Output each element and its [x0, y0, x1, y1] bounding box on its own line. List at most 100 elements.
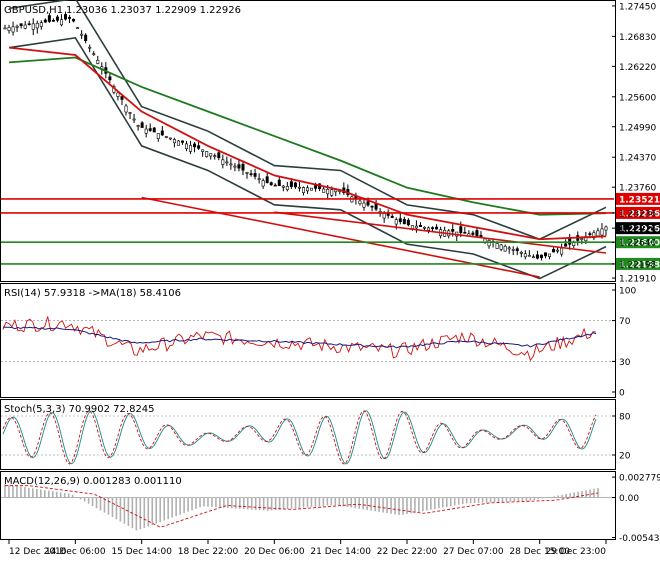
y-axis-tick-label: 1.26830 [619, 33, 656, 43]
price-candle-body [55, 16, 59, 21]
price-candle-body [11, 26, 15, 33]
x-axis-tick-label: 20 Dec 06:00 [244, 547, 305, 557]
price-candle-body [176, 140, 180, 146]
price-candle-body [273, 184, 277, 187]
price-candle-body [148, 128, 152, 131]
x-axis-tick-label: 15 Dec 14:00 [111, 547, 172, 557]
price-candle-body [120, 96, 124, 100]
price-candle-body [427, 227, 431, 231]
price-candle-body [277, 179, 281, 187]
price-candle-body [334, 189, 338, 193]
price-candle-body [124, 105, 128, 113]
price-candle-body [366, 201, 370, 206]
y-axis-tick-label: 1.25600 [619, 93, 656, 103]
price-candle-body [410, 225, 414, 229]
price-candle-body [136, 125, 140, 127]
price-candle-body [507, 247, 511, 250]
price-candle-body [475, 230, 479, 237]
y-axis-tick-label: 30 [619, 358, 631, 368]
price-candle-body [233, 165, 237, 168]
x-axis-tick-label: 18 Dec 22:00 [178, 547, 239, 557]
price-candle-body [19, 23, 23, 26]
macd-panel [1, 484, 614, 531]
price-level-label: 1.23236 [619, 209, 660, 219]
stoch-main-line [2, 410, 597, 465]
price-panel: 1.23521 1.23236 1.22926 1.22640 1.22198 [1, 0, 660, 280]
price-candle-body [225, 161, 229, 164]
price-candle-body [76, 27, 80, 29]
stoch-signal-line [2, 410, 597, 465]
price-candle-body [92, 53, 96, 56]
y-axis-tick-label: 1.23760 [619, 184, 656, 194]
price-candle-body [116, 92, 120, 97]
price-level-label: 1.22198 [619, 260, 660, 270]
price-candle-body [84, 34, 88, 41]
price-candle-body [193, 143, 197, 148]
price-candle-body [269, 182, 273, 186]
macd-title: MACD(12,26,9) 0.001283 0.001110 [4, 476, 182, 487]
price-candle-body [265, 176, 269, 183]
price-candle-body [511, 249, 515, 251]
price-candle-body [156, 133, 160, 139]
y-axis-tick-label: 20 [619, 452, 631, 462]
axes: 1.27450 1.26830 1.26220 1.25600 1.24990 1.243… [8, 2, 660, 557]
price-panel-frame [0, 0, 616, 282]
price-candle-body [552, 248, 556, 253]
price-level-tag [616, 192, 660, 205]
rsi-ma-line [2, 326, 597, 349]
price-candle-body [503, 246, 507, 252]
price-level-tag [616, 222, 660, 235]
price-level-label: 1.22640 [619, 239, 660, 249]
price-candle-body [64, 14, 68, 20]
price-candle-body [596, 230, 600, 237]
y-axis-tick-label: 80 [619, 413, 631, 423]
price-candle-body [237, 164, 241, 169]
price-candle-body [152, 127, 156, 133]
macd-signal-line [5, 485, 599, 528]
price-candle-body [556, 249, 560, 252]
price-candle-body [564, 243, 568, 247]
price-candle-body [588, 233, 592, 235]
price-candle-body [406, 219, 410, 226]
price-candle-body [431, 227, 435, 229]
price-candle-body [459, 226, 463, 233]
price-candle-body [322, 188, 326, 193]
price-candle-body [451, 229, 455, 232]
price-band-line [8, 0, 607, 241]
price-candle-body [326, 188, 330, 195]
price-candle-body [519, 252, 523, 254]
price-candle-body [7, 27, 11, 31]
price-candle-body [358, 200, 362, 205]
price-candle-body [604, 226, 608, 231]
price-candle-body [189, 145, 193, 152]
stoch-panel-frame [0, 399, 616, 470]
rsi-line [2, 316, 597, 362]
price-candle-body [140, 122, 144, 128]
rsi-panel [1, 316, 614, 362]
price-level-label: 1.22926 [619, 225, 660, 235]
price-candle-body [205, 151, 209, 157]
price-candle-body [51, 20, 55, 22]
price-candle-body [394, 219, 398, 225]
rsi-title: RSI(14) 57.9318 ->MA(18) 58.4106 [4, 288, 181, 299]
price-candle-body [80, 33, 84, 36]
price-candle-body [382, 213, 386, 219]
price-candle-body [418, 224, 422, 227]
price-candle-body [330, 189, 334, 196]
price-candle-body [301, 187, 305, 193]
y-axis-tick-label: 1.22198 [619, 260, 656, 270]
x-axis-tick-label: 22 Dec 22:00 [377, 547, 438, 557]
macd-panel-frame [0, 471, 616, 540]
price-candle-body [495, 243, 499, 249]
price-candle-body [15, 25, 19, 28]
price-candle-body [108, 76, 112, 81]
price-candle-body [47, 15, 51, 22]
price-level-tag [616, 257, 660, 270]
price-candle-body [23, 24, 27, 29]
price-candle-body [306, 187, 310, 192]
x-axis-tick-label: 14 Dec 06:00 [45, 547, 106, 557]
price-candle-body [39, 22, 43, 27]
price-candle-body [185, 143, 189, 150]
x-axis-tick-label: 21 Dec 14:00 [310, 547, 371, 557]
